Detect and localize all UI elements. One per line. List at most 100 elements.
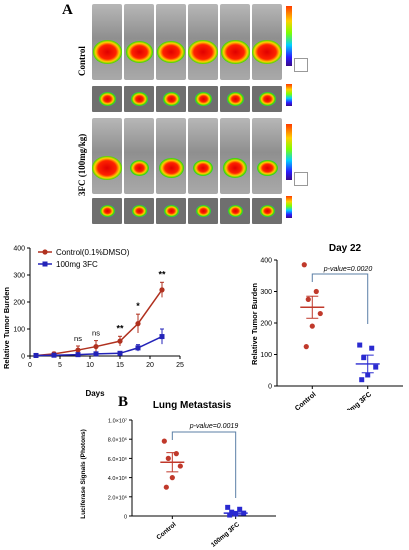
data-point-treated: [117, 350, 123, 356]
dot-control: [165, 455, 171, 461]
lung-metastasis-dot-plot: Lung Metastasis Luciferase Signals (Phot…: [80, 400, 276, 549]
panel-letter-a: A: [62, 2, 73, 18]
day22-axes: 0 100 200 300 400 Control 100mg 3FC: [260, 258, 403, 410]
data-point-treated: [33, 352, 39, 358]
dot-plot-y-tick-label: 1.0×10⁷: [108, 418, 127, 425]
day22-dot-plot: Day 22 Relative Tumor Burden 0 100 200 300 4…: [250, 243, 403, 410]
dot-control: [305, 296, 311, 302]
significance-annotation: ns: [74, 334, 82, 343]
dot-plot-y-tick-label: 0: [268, 384, 272, 391]
line-chart-xlabel: Days: [85, 389, 105, 398]
line-chart-ylabel: Relative Tumor Burden: [2, 287, 11, 369]
treated-lung-signal: [99, 205, 115, 217]
dot-plot-y-tick-label: 100: [260, 352, 272, 359]
dot-plot-y-tick-label: 6.0×10⁶: [108, 456, 127, 463]
line-chart-y-tick-label: 200: [13, 300, 25, 307]
legend-control-label: Control(0.1%DMSO): [56, 248, 130, 257]
line-chart-y-tick-label: 100: [13, 327, 25, 334]
treated-mouse-signal: [193, 160, 213, 176]
lung-title: Lung Metastasis: [153, 400, 232, 411]
significance-bracket: [311, 273, 369, 324]
lung-pvalue: p-value=0.0019: [189, 423, 239, 430]
row-label-3fc: 3FC (100mg/kg): [77, 133, 87, 196]
data-point-treated: [75, 352, 81, 358]
treated-mouse-image: [188, 118, 218, 194]
significance-annotation: ns: [92, 329, 100, 338]
significance-annotation: **: [116, 323, 124, 333]
control-mouse-signal: [220, 40, 250, 64]
data-point-treated: [135, 345, 141, 351]
panel-letter-b: B: [118, 394, 129, 410]
treated-mouse-signal: [92, 156, 122, 180]
dot-plot-y-tick-label: 400: [260, 258, 272, 265]
treated-lung-signal: [227, 205, 243, 217]
treated-mouse-image: [156, 118, 186, 194]
line-chart-y-tick-label: 400: [13, 246, 25, 253]
data-point-control: [159, 287, 165, 293]
treated-lung-signal: [163, 205, 179, 217]
dot-plot-category-label: 100mg 3FC: [210, 521, 241, 549]
line-chart-x-tick-label: 25: [176, 362, 184, 369]
dot-treated: [373, 364, 379, 370]
dot-treated: [359, 377, 365, 383]
data-point-treated: [51, 352, 57, 358]
colorbar-scale-treated: [294, 172, 308, 186]
line-chart-y-tick-label: 0: [21, 354, 25, 361]
treated-lung-signal: [195, 205, 211, 217]
significance-bracket: [171, 431, 237, 498]
dot-plot-y-tick-label: 200: [260, 321, 272, 328]
control-lung-signal: [258, 92, 276, 106]
dot-plot-category-label: Control: [294, 391, 318, 410]
control-mouse-signal: [157, 40, 185, 64]
data-point-treated: [93, 351, 99, 357]
colorbar-control-lung: [286, 84, 292, 106]
control-lung-signal: [226, 92, 244, 106]
dot-treated: [357, 342, 363, 348]
colorbar-scale-control: [294, 58, 308, 72]
data-point-control: [75, 347, 81, 353]
day22-pvalue: p-value=0.0020: [323, 266, 373, 273]
line-chart-y-tick-label: 300: [13, 273, 25, 280]
dot-control: [317, 310, 323, 317]
line-chart-x-tick-label: 0: [28, 362, 32, 369]
dot-control: [163, 484, 169, 490]
dot-plot-category-label: 100mg 3FC: [340, 391, 373, 410]
dot-treated: [225, 504, 231, 510]
day22-ylabel: Relative Tumor Burden: [250, 283, 259, 365]
control-lung-signal: [162, 92, 180, 106]
data-point-control: [135, 321, 141, 327]
dot-treated: [237, 506, 243, 512]
legend-control-marker: [42, 249, 48, 255]
control-lung-signal: [98, 92, 116, 106]
dot-control: [161, 438, 167, 444]
colorbar-control: [286, 6, 292, 66]
lung-axes: 0 2.0×10⁶ 4.0×10⁶ 6.0×10⁶ 8.0×10⁶ 1.0×10⁷ Cont…: [108, 418, 276, 549]
dot-treated: [229, 509, 235, 515]
significance-annotation: **: [158, 269, 166, 279]
treated-mouse-signal: [256, 159, 278, 177]
significance-annotation: *: [136, 301, 140, 311]
lung-marks: [160, 431, 248, 518]
legend-treated-marker: [42, 261, 48, 267]
dot-control: [173, 451, 179, 457]
dot-plot-y-tick-label: 300: [260, 289, 272, 296]
dot-treated: [361, 355, 367, 361]
dot-plot-y-tick-label: 2.0×10⁶: [108, 494, 127, 501]
control-mouse-signal: [125, 41, 153, 63]
day22-marks: [300, 262, 380, 383]
treated-mouse-image: [124, 118, 154, 194]
treated-mouse-signal: [223, 158, 247, 178]
dot-plot-category-label: Control: [155, 521, 177, 541]
dot-control: [177, 463, 183, 469]
dot-plot-y-tick-label: 4.0×10⁶: [108, 475, 127, 482]
colorbar-treated: [286, 124, 292, 180]
treated-mouse-signal: [158, 158, 184, 178]
treated-mouse-signal: [129, 160, 149, 176]
dot-treated: [365, 372, 371, 378]
line-chart-legend: Control(0.1%DMSO) 100mg 3FC: [38, 248, 130, 269]
day22-title: Day 22: [329, 243, 362, 254]
dot-treated: [369, 345, 375, 351]
treated-mouse-image: [252, 118, 282, 194]
